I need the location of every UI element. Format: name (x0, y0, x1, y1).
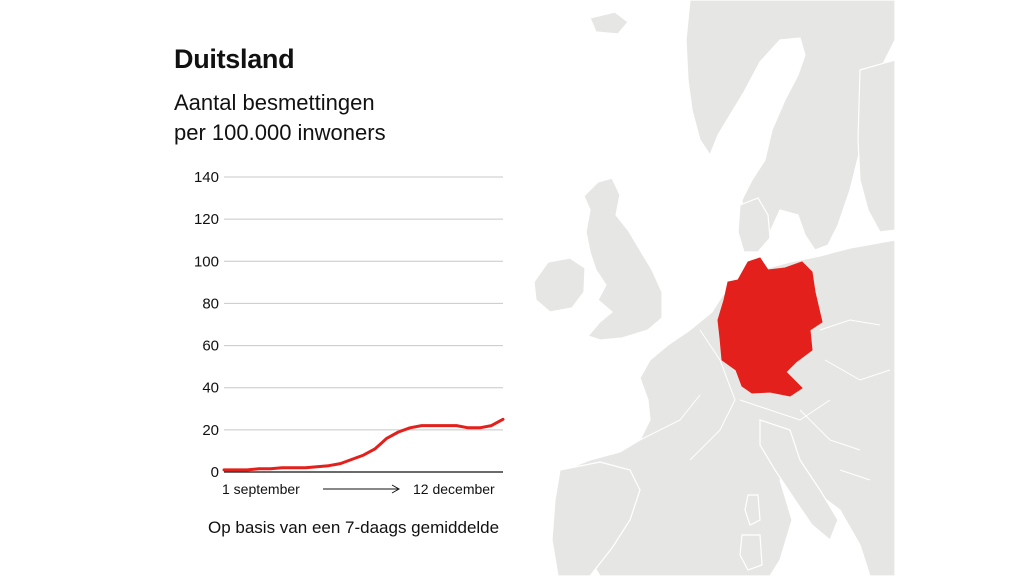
y-tick-labels: 0 20 40 60 80 100 120 140 (194, 169, 219, 481)
y-tick-label: 140 (194, 169, 219, 186)
italy-landmass (759, 419, 839, 541)
finland-landmass (857, 59, 896, 233)
x-start-label: 1 september (222, 481, 300, 497)
ireland-landmass (533, 257, 586, 313)
subtitle-line-1: Aantal besmettingen (174, 90, 375, 115)
iberia-landmass (551, 461, 641, 576)
denmark-landmass (737, 197, 771, 253)
y-tick-label: 20 (202, 422, 219, 439)
x-end-label: 12 december (413, 481, 495, 497)
y-tick-label: 120 (194, 211, 219, 228)
y-tick-label: 40 (202, 380, 219, 397)
germany-highlight (717, 257, 823, 397)
y-tick-label: 60 (202, 338, 219, 355)
series-line (222, 417, 505, 472)
great-britain-landmass (583, 177, 663, 341)
sardinia-landmass (739, 534, 763, 571)
chart-title: Duitsland (174, 44, 295, 74)
country-borders (639, 319, 891, 481)
island-landmass (589, 11, 629, 35)
gridlines (224, 176, 503, 473)
subtitle-line-2: per 100.000 inwoners (174, 120, 386, 145)
x-arrow-head (391, 484, 401, 494)
footnote: Op basis van een 7-daags gemiddelde (208, 518, 500, 537)
y-tick-label: 80 (202, 295, 219, 312)
y-tick-label: 100 (194, 253, 219, 270)
y-tick-label: 0 (211, 464, 219, 481)
scandinavia-landmass (685, 0, 896, 251)
chart-subtitle: Aantal besmettingen per 100.000 inwoners (174, 88, 494, 148)
corsica-landmass (744, 494, 761, 526)
